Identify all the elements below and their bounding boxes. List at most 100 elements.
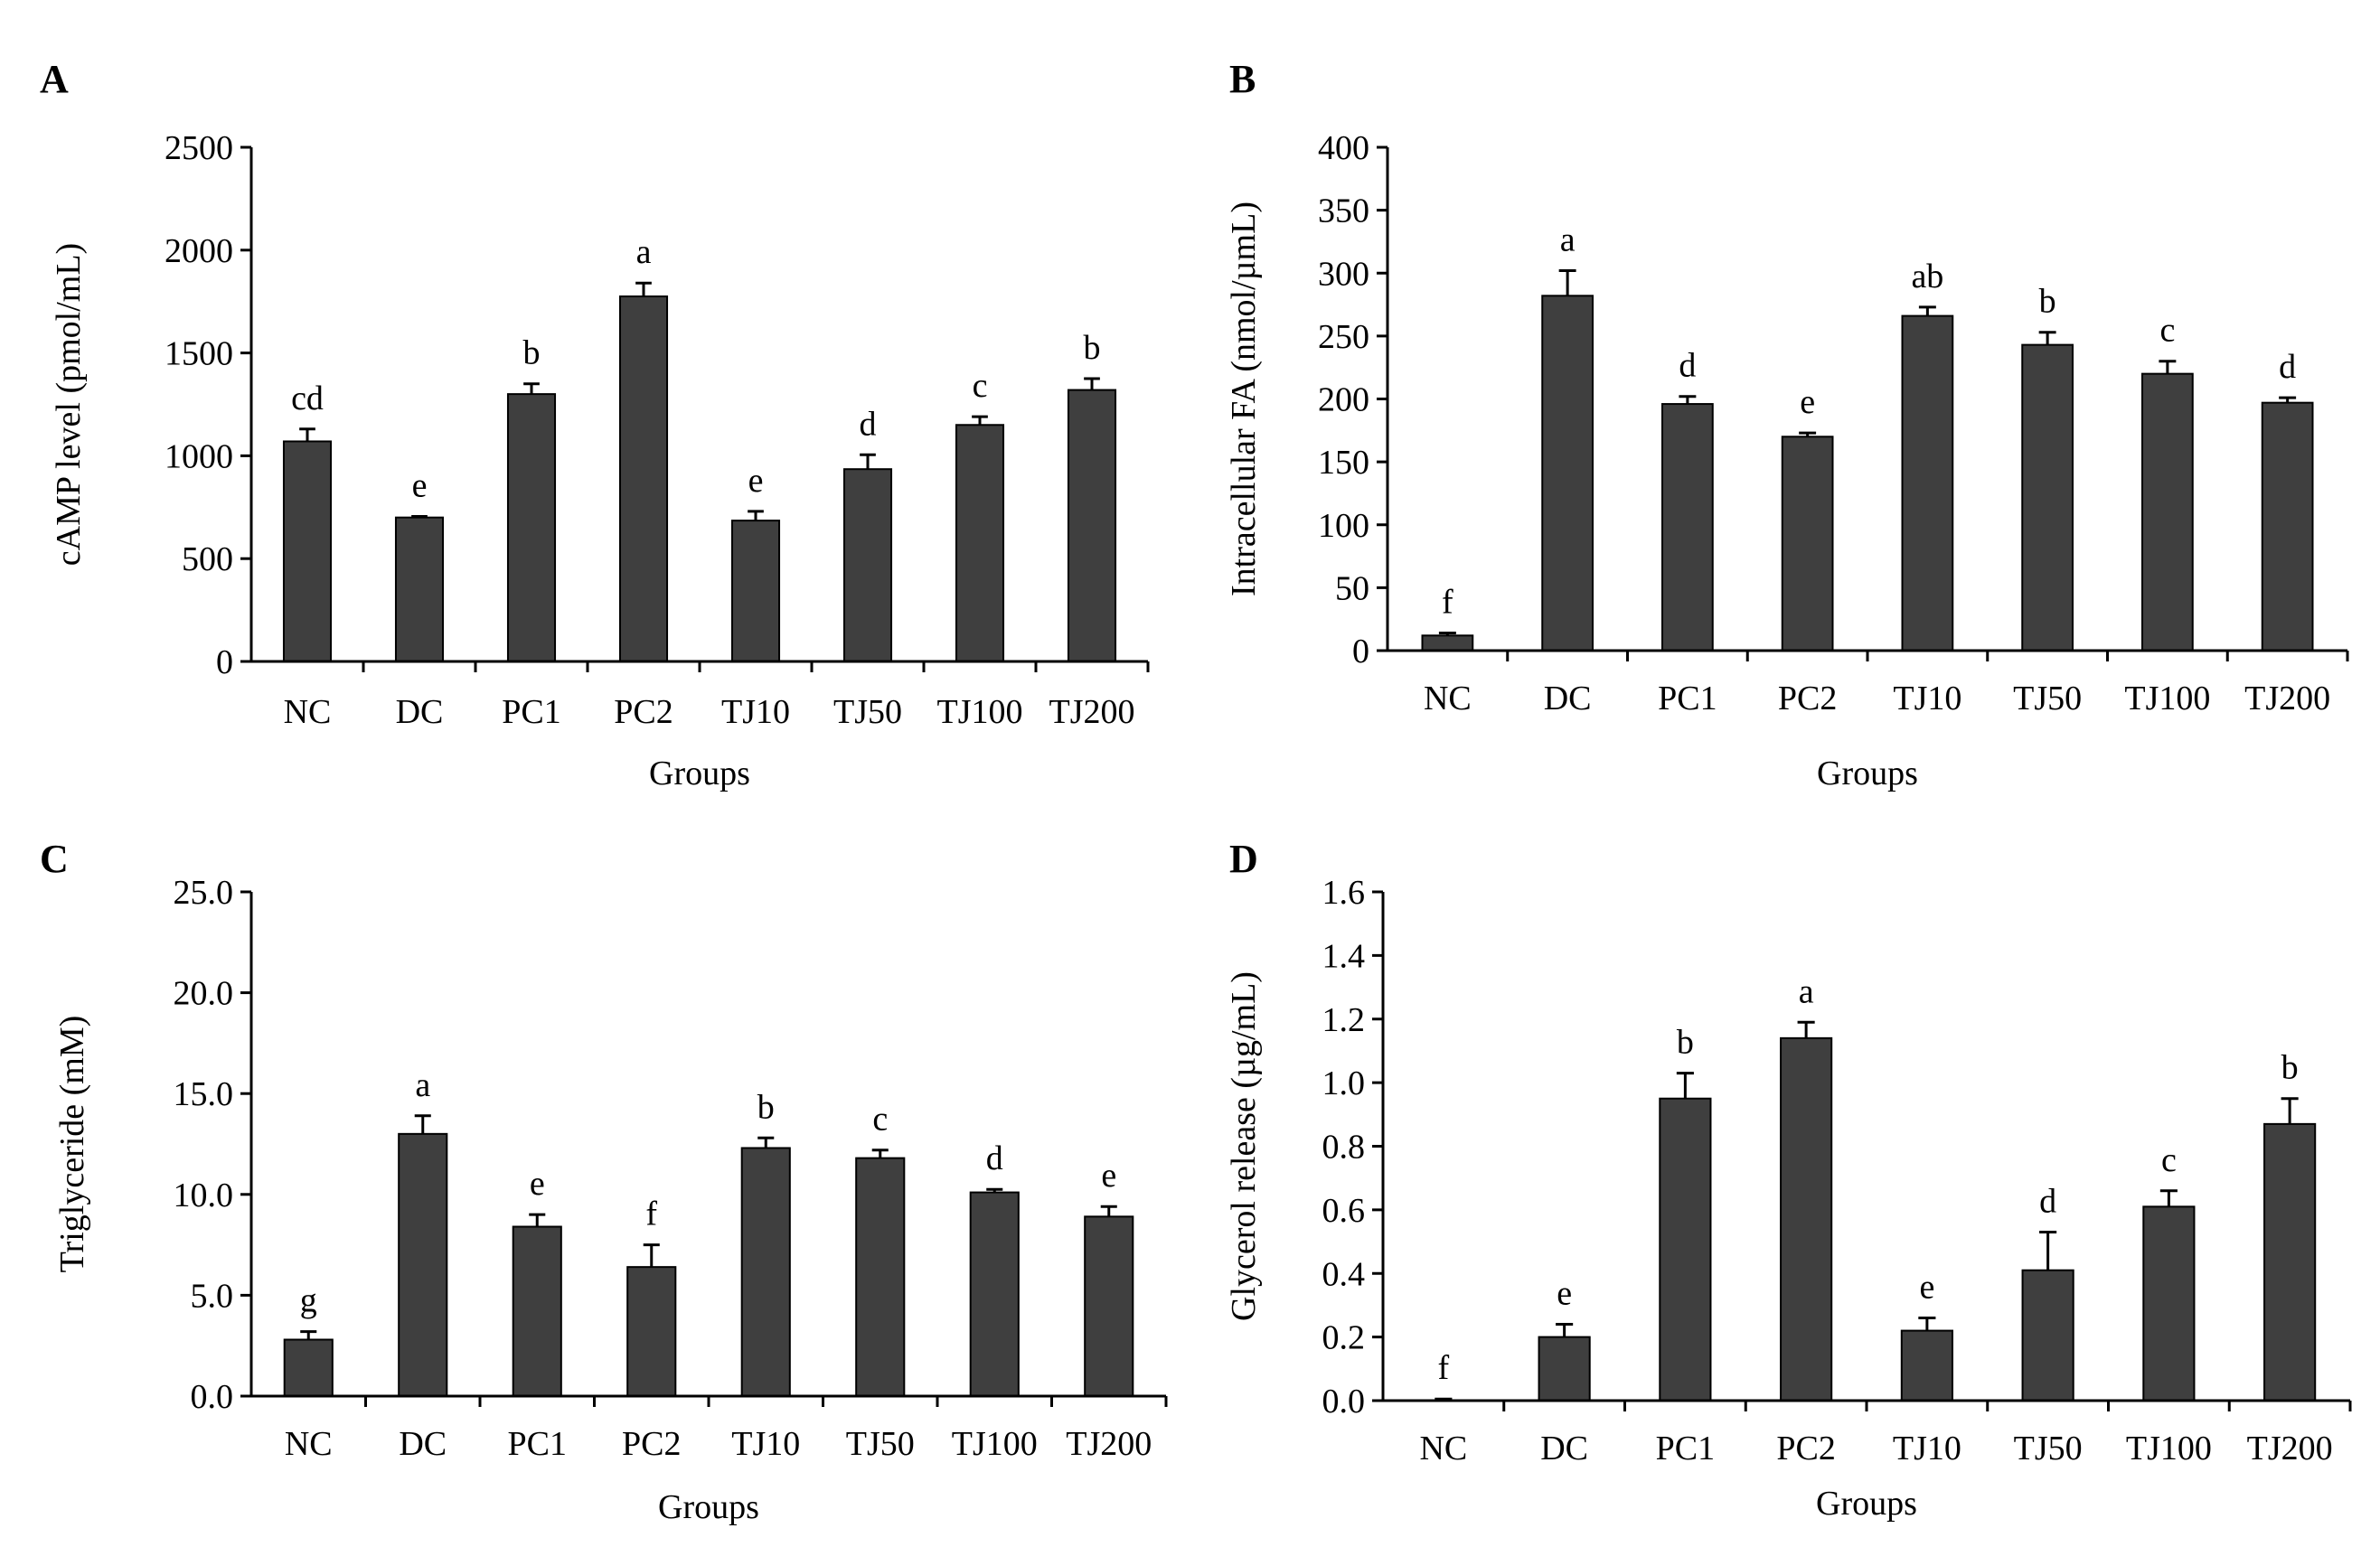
- x-tick-label: DC: [399, 1425, 447, 1463]
- x-tick-label: PC1: [502, 693, 560, 731]
- x-tick-label: TJ200: [1049, 693, 1135, 731]
- bar: [1659, 1097, 1712, 1402]
- significance-label: f: [1442, 584, 1453, 622]
- bar: [394, 516, 445, 662]
- y-tick-label: 350: [1318, 192, 1369, 230]
- bar: [2142, 1205, 2196, 1402]
- x-tick-label: TJ200: [2247, 1430, 2333, 1467]
- bar: [842, 468, 893, 662]
- y-tick-label: 0.0: [191, 1378, 234, 1416]
- bar: [2021, 343, 2074, 652]
- x-tick-label: TJ10: [1893, 1430, 1961, 1467]
- x-tick-label: TJ200: [1066, 1425, 1152, 1463]
- significance-label: c: [2159, 312, 2175, 350]
- bar: [1780, 1036, 1833, 1402]
- significance-label: f: [1438, 1349, 1450, 1387]
- significance-label: g: [300, 1282, 317, 1320]
- panel-letter: D: [1229, 837, 1258, 881]
- significance-label: d: [860, 405, 877, 443]
- significance-label: e: [748, 462, 764, 500]
- x-tick-label: NC: [1419, 1430, 1467, 1467]
- bar: [955, 424, 1005, 662]
- bar: [282, 440, 333, 662]
- bar: [1901, 314, 1954, 652]
- y-tick-label: 1.0: [1322, 1064, 1366, 1102]
- bar: [398, 1132, 448, 1397]
- y-tick-label: 0.6: [1322, 1192, 1366, 1230]
- x-tick-label: TJ10: [731, 1425, 800, 1463]
- panel-c: C 0.0 5.0 10.0 15.0 20.0 25.0 g NC a DC e PC1 f PC2 b TJ…: [40, 837, 1168, 1526]
- x-axis-title: Groups: [1817, 755, 1918, 792]
- significance-label: cd: [291, 380, 324, 417]
- y-tick-label: 200: [1318, 381, 1369, 419]
- bar: [2263, 1122, 2317, 1402]
- significance-label: e: [1800, 383, 1815, 421]
- x-tick-label: TJ50: [846, 1425, 915, 1463]
- x-tick-label: DC: [1544, 680, 1592, 717]
- x-tick-label: TJ10: [1893, 680, 1961, 717]
- significance-label: b: [523, 334, 541, 372]
- bar: [2021, 1269, 2074, 1402]
- panel-letter: A: [40, 57, 69, 101]
- y-tick-label: 300: [1318, 255, 1369, 293]
- x-tick-label: TJ100: [2124, 680, 2210, 717]
- significance-label: c: [872, 1101, 888, 1139]
- bar: [2140, 372, 2194, 652]
- y-tick-label: 50: [1335, 569, 1369, 607]
- significance-label: a: [415, 1066, 430, 1104]
- y-tick-label: 250: [1318, 318, 1369, 356]
- bar: [506, 393, 557, 662]
- x-axis-title: Groups: [1816, 1485, 1917, 1523]
- significance-label: d: [986, 1139, 1003, 1177]
- x-tick-label: TJ50: [2013, 680, 2082, 717]
- significance-label: b: [1084, 329, 1101, 367]
- panel-letter: B: [1229, 57, 1256, 101]
- significance-label: d: [2039, 1183, 2056, 1221]
- bar: [512, 1225, 562, 1397]
- significance-label: c: [2161, 1141, 2177, 1179]
- significance-label: c: [973, 367, 988, 405]
- y-tick-label: 10.0: [174, 1177, 234, 1214]
- x-tick-label: NC: [284, 693, 332, 731]
- y-tick-label: 500: [182, 540, 233, 578]
- x-axis-title: Groups: [649, 755, 750, 792]
- y-tick-label: 0.0: [1322, 1383, 1366, 1420]
- bar: [1084, 1215, 1134, 1398]
- y-axis-title: cAMP level (pmol/mL): [50, 243, 88, 566]
- x-tick-label: TJ100: [2126, 1430, 2212, 1467]
- bar: [1660, 403, 1714, 652]
- y-tick-label: 0.2: [1322, 1319, 1366, 1357]
- x-tick-label: PC2: [622, 1425, 681, 1463]
- bar: [855, 1157, 906, 1398]
- significance-label: b: [2039, 283, 2056, 321]
- significance-label: a: [1560, 220, 1576, 258]
- significance-label: e: [530, 1165, 545, 1203]
- bar: [730, 520, 781, 662]
- x-tick-label: DC: [1540, 1430, 1588, 1467]
- y-axis-title: Glycerol release (µg/mL): [1225, 971, 1263, 1321]
- panel-letter: C: [40, 837, 69, 881]
- significance-label: a: [636, 233, 652, 271]
- x-tick-label: NC: [285, 1425, 333, 1463]
- bar: [1900, 1329, 1953, 1402]
- x-tick-label: PC2: [614, 693, 673, 731]
- bar: [1067, 389, 1117, 662]
- bar: [1781, 436, 1834, 652]
- bar: [1421, 634, 1474, 652]
- bar: [740, 1147, 791, 1397]
- y-tick-label: 400: [1318, 129, 1369, 167]
- x-tick-label: PC1: [508, 1425, 567, 1463]
- panel-d: D 0.0 0.2 0.4 0.6 0.8 1.0 1.2 1.4 1.6 f NC e DC b PC1 a P…: [1225, 837, 2352, 1523]
- x-tick-label: TJ200: [2244, 680, 2330, 717]
- y-tick-label: 20.0: [174, 975, 234, 1013]
- bar: [969, 1191, 1020, 1397]
- significance-label: b: [757, 1088, 775, 1126]
- y-tick-label: 1.2: [1322, 1001, 1366, 1039]
- x-tick-label: TJ50: [833, 693, 902, 731]
- significance-label: ab: [1911, 258, 1943, 295]
- y-tick-label: 0: [1352, 633, 1369, 670]
- y-tick-label: 1500: [165, 335, 233, 373]
- panel-a: A05001000150020002500cdNCeDCbPC1aPC2eTJ1…: [40, 57, 1150, 792]
- y-tick-label: 150: [1318, 444, 1369, 482]
